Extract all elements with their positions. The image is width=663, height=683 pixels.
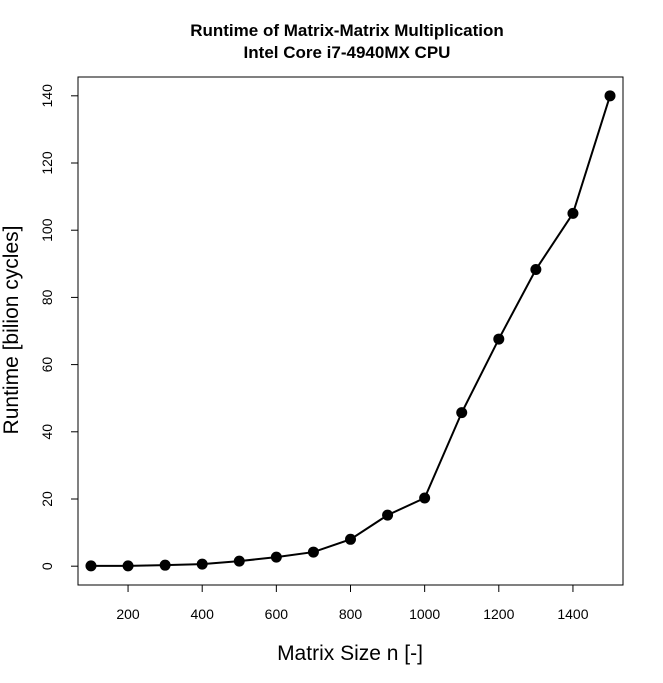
y-tick-label: 60 [39, 357, 55, 373]
chart-title: Runtime of Matrix-Matrix Multiplication [190, 21, 504, 40]
data-point [307, 546, 319, 558]
y-axis: 0 20 40 60 80 100 120 140 [39, 84, 79, 570]
y-tick-label: 140 [39, 84, 55, 108]
y-tick-label: 0 [39, 562, 55, 570]
data-point [456, 407, 468, 419]
x-tick-label: 800 [339, 606, 363, 622]
series-line [90, 95, 611, 567]
x-tick-label: 1000 [409, 606, 440, 622]
data-point [382, 509, 394, 521]
y-tick-label: 20 [39, 491, 55, 507]
chart-subtitle: Intel Core i7-4940MX CPU [244, 43, 451, 62]
plot-frame [77, 76, 624, 586]
y-axis-label: Runtime [bilion cycles] [0, 226, 23, 435]
y-tick-label: 100 [39, 218, 55, 242]
x-tick-label: 1400 [557, 606, 588, 622]
data-point [122, 560, 134, 572]
data-point [419, 492, 431, 504]
x-tick-label: 200 [116, 606, 140, 622]
series-layer [85, 90, 616, 572]
data-point [159, 559, 171, 571]
x-tick-label: 1200 [483, 606, 514, 622]
data-point [85, 560, 97, 572]
y-tick-label: 40 [39, 424, 55, 440]
x-axis-label: Matrix Size n [-] [277, 642, 423, 665]
data-point [345, 533, 356, 545]
data-point [567, 207, 579, 219]
data-point [233, 555, 245, 567]
x-axis: 200 400 600 800 1000 1200 1400 [116, 584, 589, 622]
data-point [196, 558, 208, 570]
y-tick-label: 120 [39, 151, 55, 175]
x-tick-label: 400 [191, 606, 215, 622]
data-point [604, 90, 616, 102]
data-point [530, 264, 542, 276]
y-tick-label: 80 [39, 289, 55, 305]
data-point [270, 551, 282, 563]
data-point [493, 333, 505, 345]
x-tick-label: 600 [265, 606, 289, 622]
